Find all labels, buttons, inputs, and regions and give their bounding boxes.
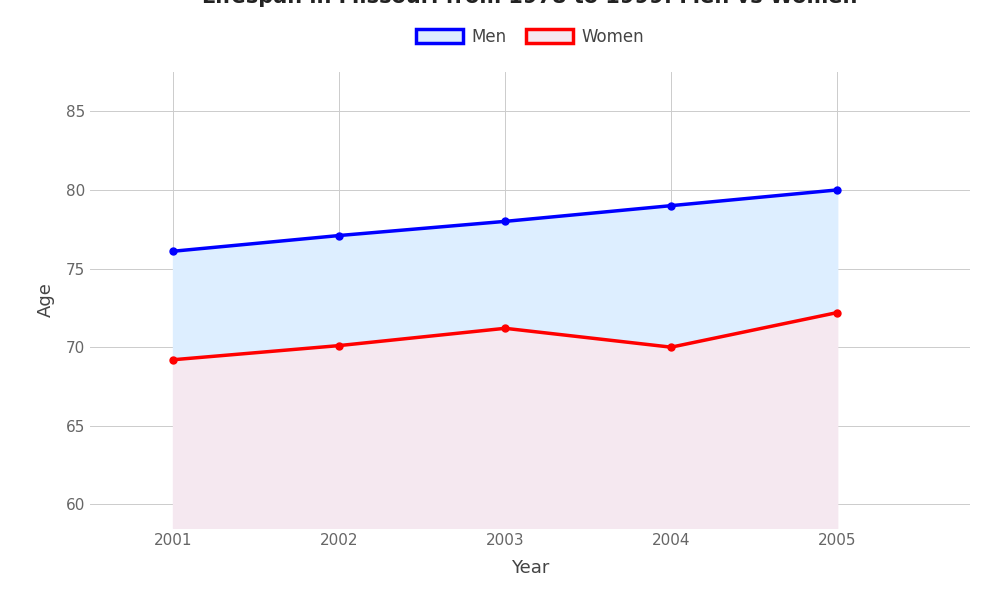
Y-axis label: Age: Age — [37, 283, 55, 317]
Title: Lifespan in Missouri from 1978 to 1999: Men vs Women: Lifespan in Missouri from 1978 to 1999: … — [202, 0, 858, 7]
Legend: Men, Women: Men, Women — [409, 21, 651, 52]
X-axis label: Year: Year — [511, 559, 549, 577]
